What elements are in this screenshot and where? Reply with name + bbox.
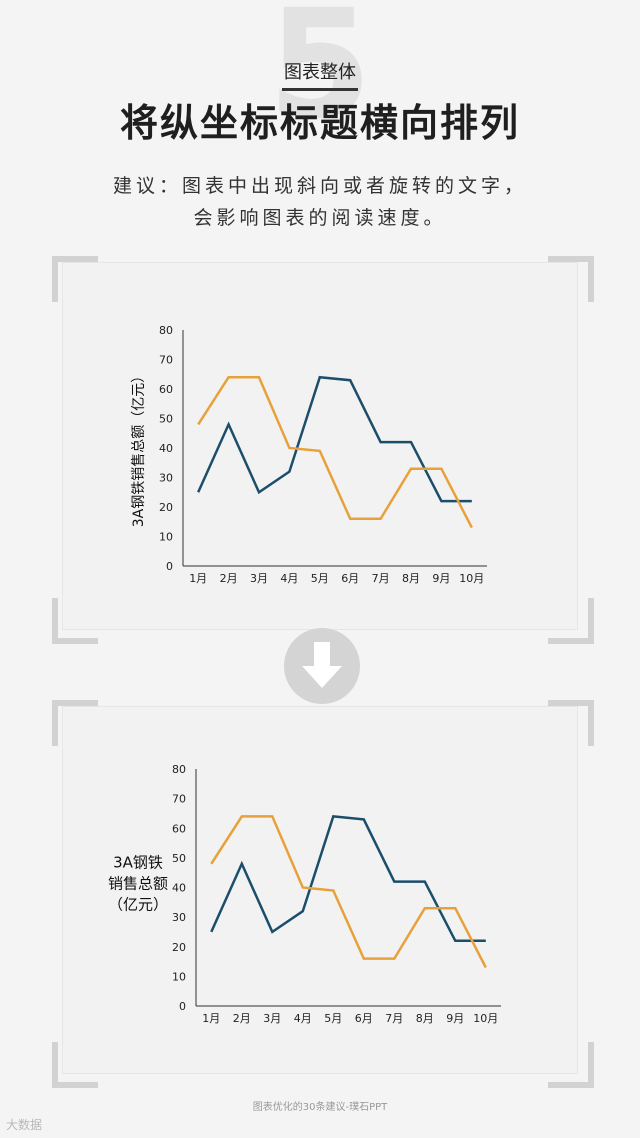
section-number: 5 (267, 0, 373, 152)
x-tick-label: 1月 (189, 572, 207, 585)
page-title: 将纵坐标标题横向排列 (119, 101, 520, 145)
footer-caption: 图表优化的30条建议-璞石PPT (252, 1102, 388, 1113)
y-tick-label: 70 (172, 793, 186, 806)
y-axis-title-line: 3A钢铁 (113, 854, 163, 872)
x-tick-label: 9月 (432, 572, 450, 585)
x-tick-label: 6月 (341, 572, 359, 585)
advice-line-1: 建议：图表中出现斜向或者旋转的文字， (112, 175, 527, 197)
series-line-1 (210, 815, 486, 943)
down-arrow-icon (284, 628, 360, 704)
section-label-text: 图表整体 (282, 58, 358, 91)
x-tick-label: 3月 (263, 1012, 281, 1025)
x-tick-label: 4月 (294, 1012, 312, 1025)
y-tick-label: 20 (172, 941, 186, 954)
y-axis-title-line: （亿元） (108, 896, 168, 914)
y-tick-label: 40 (172, 882, 186, 895)
frame-corner (548, 1042, 594, 1088)
x-tick-label: 10月 (473, 1012, 498, 1025)
frame-corner (52, 598, 98, 644)
x-tick-label: 7月 (385, 1012, 403, 1025)
series-line-1 (197, 375, 472, 503)
frame-corner (52, 700, 98, 746)
line-chart-horizontal-label: 0 10 20 30 40 50 60 70 80 1月 2月 3月 4月 5月 6月 7月 8月 9月 10月 3A… (108, 763, 501, 1025)
y-tick-label: 80 (172, 763, 186, 776)
y-tick-label: 70 (159, 354, 173, 367)
y-tick-label: 30 (159, 472, 173, 485)
y-tick-label: 0 (179, 1000, 186, 1013)
x-tick-label: 8月 (402, 572, 420, 585)
x-tick-label: 2月 (220, 572, 238, 585)
x-tick-label: 5月 (311, 572, 329, 585)
x-tick-label: 10月 (459, 572, 484, 585)
x-tick-label: 8月 (416, 1012, 434, 1025)
x-tick-label: 6月 (355, 1012, 373, 1025)
y-tick-label: 10 (172, 970, 186, 983)
frame-corner (52, 1042, 98, 1088)
y-axis-title-line: 销售总额 (108, 875, 168, 893)
x-tick-label: 5月 (324, 1012, 342, 1025)
series-line-2 (210, 815, 487, 969)
x-tick-label: 9月 (446, 1012, 464, 1025)
y-tick-label: 50 (159, 413, 173, 426)
y-tick-label: 30 (172, 911, 186, 924)
x-tick-label: 4月 (280, 572, 298, 585)
chart-panel-after: 0 10 20 30 40 50 60 70 80 1月 2月 3月 4月 5月 6月 7月 8月 9月 10月 3A… (62, 706, 578, 1074)
x-tick-label: 1月 (202, 1012, 220, 1025)
y-tick-label: 50 (172, 852, 186, 865)
y-tick-label: 0 (166, 560, 173, 573)
frame-corner (52, 256, 98, 302)
advice-text: 建议：图表中出现斜向或者旋转的文字， 会影响图表的阅读速度。 (0, 170, 640, 234)
y-tick-label: 60 (159, 383, 173, 396)
y-tick-label: 20 (159, 501, 173, 514)
y-tick-label: 40 (159, 442, 173, 455)
x-tick-label: 2月 (233, 1012, 251, 1025)
x-tick-label: 3月 (250, 572, 268, 585)
watermark: 大数据 (6, 1118, 43, 1132)
y-tick-label: 60 (172, 822, 186, 835)
chart-panel-before: 0 10 20 30 40 50 60 70 80 1月 2月 3月 4月 5月 6月 7月 8月 9月 10月 3A… (62, 262, 578, 630)
x-tick-label: 7月 (372, 572, 390, 585)
frame-corner (548, 598, 594, 644)
line-chart-rotated-label: 0 10 20 30 40 50 60 70 80 1月 2月 3月 4月 5月 6月 7月 8月 9月 10月 3A… (131, 324, 487, 585)
frame-corner (548, 256, 594, 302)
y-axis-title: 3A钢铁销售总额（亿元） (131, 369, 147, 527)
section-label: 图表整体 (0, 58, 640, 91)
y-tick-label: 10 (159, 531, 173, 544)
advice-line-2: 会影响图表的阅读速度。 (193, 207, 447, 229)
frame-corner (548, 700, 594, 746)
y-tick-label: 80 (159, 324, 173, 337)
series-line-2 (197, 375, 473, 529)
